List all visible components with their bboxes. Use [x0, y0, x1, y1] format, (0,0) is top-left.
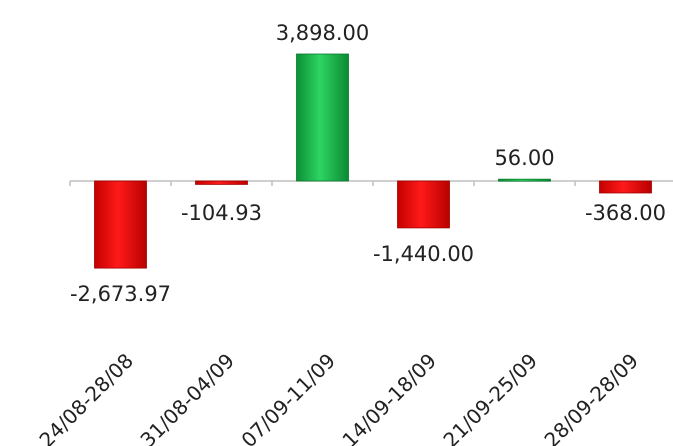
bars — [94, 53, 652, 269]
data-label-6: -368.00 — [585, 201, 666, 225]
data-label-2: -104.93 — [181, 201, 262, 225]
x-tick-label-2: 31/08-04/09 — [135, 349, 239, 446]
x-tick-label-4: 14/09-18/09 — [337, 349, 441, 446]
x-tick-label-6: 28/09-28/09 — [539, 349, 643, 446]
bar-4 — [397, 180, 450, 229]
x-tick-labels: 24/08-28/0831/08-04/0907/09-11/0914/09-1… — [34, 349, 643, 446]
x-tick-label-5: 21/09-25/09 — [438, 349, 542, 446]
data-labels: -2,673.97 -104.93 3,898.00 -1,440.00 56.00 -3… — [70, 21, 666, 306]
data-label-3: 3,898.00 — [276, 21, 370, 45]
data-label-4: -1,440.00 — [373, 242, 474, 266]
x-tick-label-1: 24/08-28/08 — [34, 349, 138, 446]
bar-6 — [599, 180, 652, 194]
data-label-5: 56.00 — [494, 146, 554, 170]
x-tick-label-3: 07/09-11/09 — [236, 349, 340, 446]
bar-5 — [498, 178, 551, 182]
x-axis — [69, 180, 673, 186]
bar-2 — [195, 180, 248, 185]
data-label-1: -2,673.97 — [70, 282, 171, 306]
bar-1 — [94, 180, 147, 269]
bar-3 — [296, 53, 349, 182]
